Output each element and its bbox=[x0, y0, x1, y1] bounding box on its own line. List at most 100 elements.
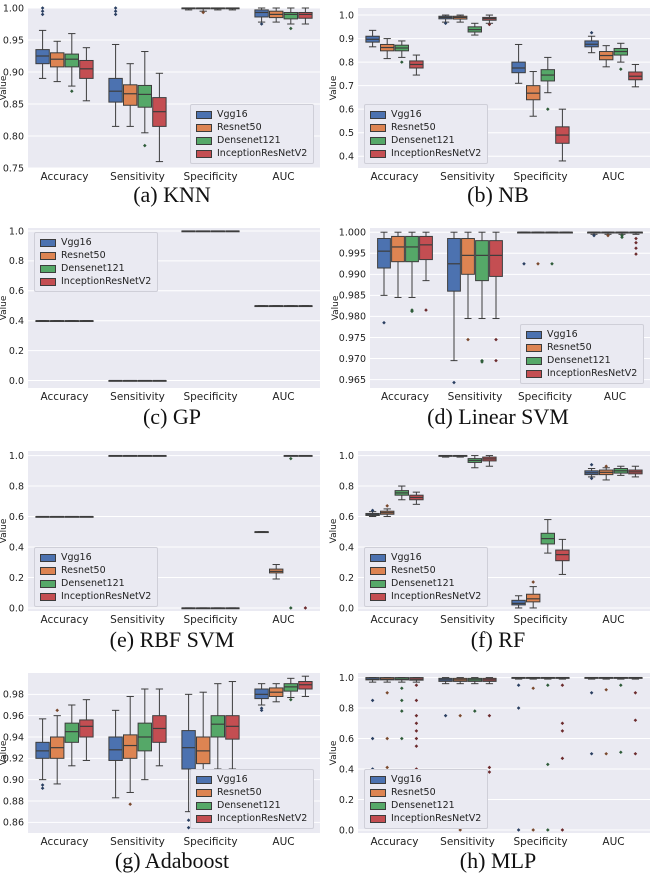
box-resnet50 bbox=[123, 379, 138, 382]
outlier-point bbox=[55, 708, 59, 713]
chart-panel: 0.4 0.5 0.6 0.7 0.8 0.9 1.0 Value Accuracy Sensit… bbox=[329, 0, 656, 190]
box-body bbox=[447, 238, 461, 292]
chart-svg: 0.0 0.2 0.4 0.6 0.8 1.0 Value Accuracy Sensitivi… bbox=[329, 673, 650, 848]
outlier-point bbox=[531, 686, 535, 691]
box-densenet121 bbox=[210, 607, 226, 610]
x-category-label: AUC bbox=[602, 614, 624, 626]
box-inceptionresnetv2 bbox=[79, 699, 94, 761]
legend-swatch bbox=[196, 801, 212, 810]
box-inceptionresnetv2 bbox=[225, 230, 240, 233]
box-densenet121 bbox=[613, 676, 629, 755]
outlier-point bbox=[560, 828, 565, 832]
x-category-label: Sensitivity bbox=[110, 171, 165, 183]
legend-label: Densenet121 bbox=[391, 800, 455, 811]
box-resnet50 bbox=[196, 7, 211, 15]
legend: Vgg16 Resnet50 Densenet121 InceptionResNetV… bbox=[34, 232, 159, 292]
x-category-label: Sensitivity bbox=[440, 171, 495, 183]
legend-label: Vgg16 bbox=[547, 329, 578, 340]
y-tick-label: 0.970 bbox=[339, 354, 366, 365]
y-tick-label: 0.5 bbox=[339, 128, 354, 139]
legend-item: Resnet50 bbox=[40, 249, 151, 262]
y-axis-title: Value bbox=[0, 295, 9, 320]
outlier-point bbox=[385, 691, 389, 695]
outlier-point bbox=[480, 360, 484, 364]
outlier-point bbox=[560, 683, 565, 687]
legend-label: InceptionResNetV2 bbox=[391, 148, 482, 159]
box-vgg16 bbox=[365, 508, 380, 518]
y-tick-label: 0.4 bbox=[339, 152, 354, 163]
legend-item: Vgg16 bbox=[370, 551, 481, 564]
box-inceptionresnetv2 bbox=[555, 538, 570, 575]
box-resnet50 bbox=[391, 231, 405, 298]
box-resnet50 bbox=[269, 7, 284, 23]
x-category-label: Specificity bbox=[183, 836, 237, 848]
y-tick-label: 0.4 bbox=[9, 542, 24, 553]
box-inceptionresnetv2 bbox=[298, 675, 313, 697]
outlier-point bbox=[633, 751, 638, 756]
x-category-label: Accuracy bbox=[41, 171, 89, 183]
legend-swatch bbox=[40, 251, 56, 260]
legend-swatch bbox=[370, 814, 386, 823]
y-axis-title: Value bbox=[0, 740, 9, 765]
legend-swatch bbox=[370, 123, 386, 132]
legend-swatch bbox=[196, 136, 212, 145]
x-category-label: AUC bbox=[272, 391, 294, 403]
outlier-point bbox=[70, 89, 74, 93]
box-body bbox=[64, 722, 79, 743]
x-category-label: Specificity bbox=[183, 391, 237, 403]
box-body bbox=[123, 84, 138, 106]
box-inceptionresnetv2 bbox=[482, 14, 497, 27]
box-resnet50 bbox=[50, 320, 65, 323]
box-vgg16 bbox=[35, 718, 50, 790]
outlier-point bbox=[516, 683, 521, 687]
legend-swatch bbox=[370, 801, 386, 810]
box-densenet121 bbox=[210, 683, 226, 770]
outlier-point bbox=[619, 67, 623, 71]
y-tick-label: 0.8 bbox=[9, 256, 24, 267]
y-axis-title: Value bbox=[329, 518, 339, 543]
outlier-point bbox=[40, 6, 45, 10]
legend-item: Densenet121 bbox=[40, 262, 151, 275]
outlier-point bbox=[113, 9, 118, 13]
y-tick-label: 0.85 bbox=[3, 99, 24, 110]
legend-label: Vgg16 bbox=[61, 552, 92, 563]
y-tick-label: 0.4 bbox=[9, 316, 24, 327]
outlier-point bbox=[201, 10, 205, 15]
chart-panel: 0.75 0.80 0.85 0.90 0.95 1.00 Value Accuracy Sen… bbox=[0, 0, 326, 190]
box-vgg16 bbox=[584, 30, 599, 54]
chart-panel: 0.0 0.2 0.4 0.6 0.8 1.0 Value Accuracy Sensitivi… bbox=[0, 220, 326, 410]
box-resnet50 bbox=[123, 695, 138, 806]
y-tick-label: 1.0 bbox=[339, 451, 354, 462]
box-vgg16 bbox=[584, 676, 599, 756]
x-category-label: Specificity bbox=[513, 836, 567, 848]
legend-swatch bbox=[196, 814, 212, 823]
y-tick-label: 1.0 bbox=[9, 451, 24, 462]
box-resnet50 bbox=[453, 14, 468, 23]
legend-swatch bbox=[196, 110, 212, 119]
box-densenet121 bbox=[467, 677, 483, 713]
subfigure-caption: (c) GP bbox=[142, 404, 202, 429]
legend-label: Densenet121 bbox=[61, 263, 125, 274]
y-tick-label: 0.6 bbox=[339, 104, 354, 115]
box-densenet121 bbox=[405, 231, 419, 314]
legend-label: Vgg16 bbox=[217, 109, 248, 120]
y-tick-label: 0.90 bbox=[3, 775, 24, 786]
outlier-point bbox=[604, 464, 608, 469]
x-category-label: Sensitivity bbox=[110, 836, 165, 848]
box-inceptionresnetv2 bbox=[409, 491, 424, 505]
legend-item: InceptionResNetV2 bbox=[40, 275, 151, 288]
box-vgg16 bbox=[108, 379, 123, 382]
y-tick-label: 1.00 bbox=[3, 3, 24, 14]
box-inceptionresnetv2 bbox=[298, 454, 313, 610]
box-vgg16 bbox=[587, 231, 601, 238]
outlier-point bbox=[259, 708, 264, 713]
box-resnet50 bbox=[526, 676, 541, 832]
box-body bbox=[225, 715, 240, 740]
legend: Vgg16 Resnet50 Densenet121 InceptionResNetV… bbox=[364, 104, 489, 164]
x-category-label: Sensitivity bbox=[110, 391, 165, 403]
subfigure-caption: (a) KNN bbox=[133, 182, 211, 207]
outlier-point bbox=[516, 828, 521, 832]
box-body bbox=[50, 52, 65, 68]
x-category-label: Specificity bbox=[518, 391, 572, 403]
outlier-point bbox=[466, 337, 470, 342]
